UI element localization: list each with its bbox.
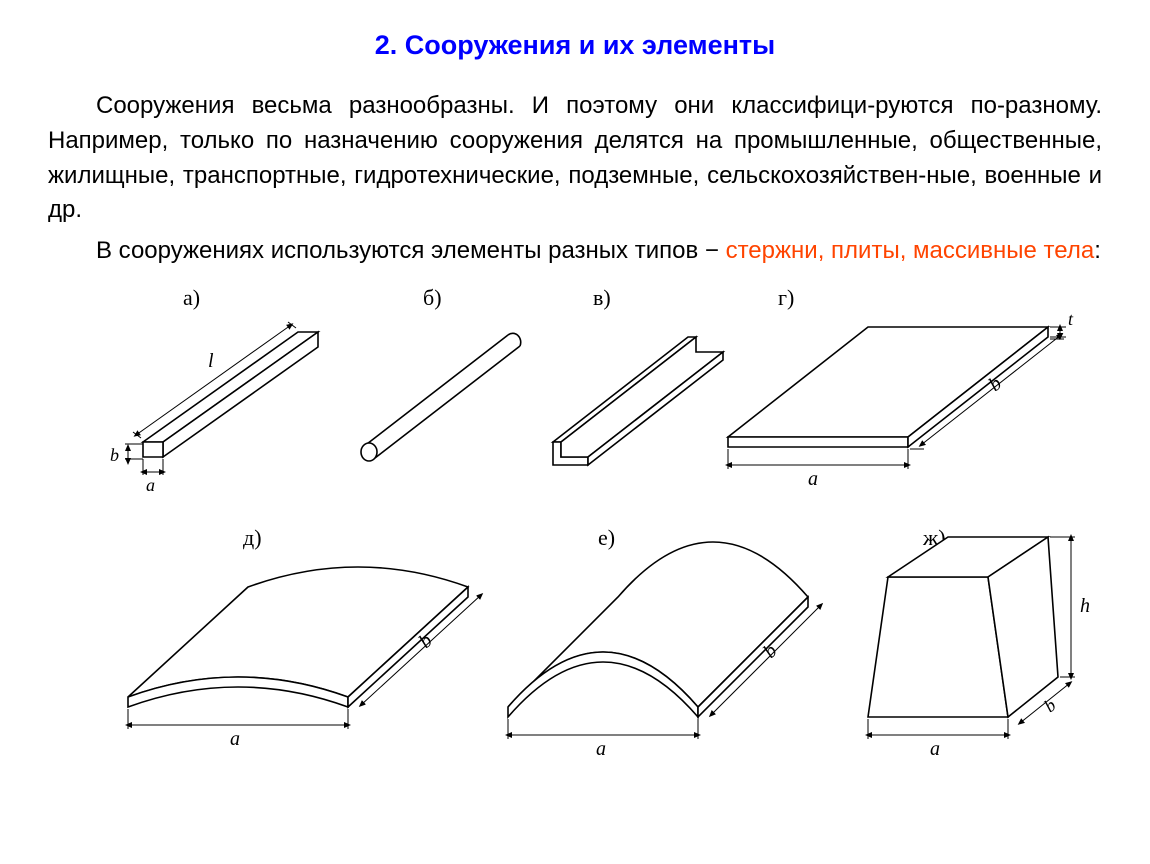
paragraph-2: В сооружениях используются элементы разн… [48,234,1102,269]
dim-a-a-text: a [146,475,155,495]
label-v: в) [593,285,611,310]
paragraph-2-highlight: стержни, плиты, массивные тела [726,237,1095,264]
paragraph-2-lead: В сооружениях используются элементы разн… [96,237,726,264]
label-a: а) [183,285,200,310]
diagram-area: а) б) в) г) l b a [48,277,1102,757]
dim-a-e [508,719,698,739]
paragraph-2-tail: : [1094,237,1101,264]
label-g: г) [778,285,794,310]
label-e: е) [598,525,615,550]
dim-a-a [143,459,163,475]
dim-b-a-text: b [110,445,119,465]
dim-t-text: t [1068,309,1074,329]
elements-diagram: а) б) в) г) l b a [48,277,1102,757]
dim-h-text: h [1080,595,1090,617]
dim-a-e-text: a [596,738,606,757]
shape-b-rod [361,333,521,461]
dim-b-a [125,444,143,462]
dim-a-g [728,449,908,469]
dim-a-d-text: a [230,728,240,750]
label-d: д) [243,525,262,550]
shape-a-rect-bar [143,332,318,457]
paragraph-1: Сооружения весьма разнообразны. И поэтом… [48,89,1102,228]
page-title: 2. Сооружения и их элементы [48,30,1102,61]
shape-v-angle [553,337,723,465]
dim-a-zh [868,719,1008,739]
dim-a-zh-text: a [930,738,940,757]
dim-l-text: l [208,350,214,372]
label-b: б) [423,285,442,310]
dim-a-d [128,709,348,729]
dim-a-g-text: a [808,468,818,490]
shape-e-shell [508,542,808,717]
dim-t [1050,327,1066,337]
dim-b-zh-text: b [1040,695,1059,716]
shape-zh-block [868,537,1058,717]
